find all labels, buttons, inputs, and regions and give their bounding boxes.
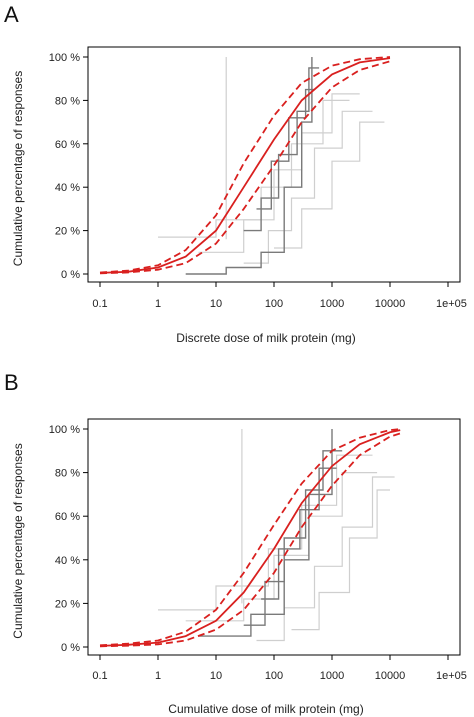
- panel-a-x-tick-label-2: 10: [210, 298, 222, 310]
- panel-letter-a: A: [4, 2, 19, 27]
- panel-b-y-axis-label: Cumulative percentage of responses: [11, 443, 25, 638]
- panel-b-study-light-step-3: [256, 476, 395, 642]
- panel-a-y-tick-label-3: 60 %: [55, 139, 80, 151]
- panel-a-y-tick-label-0: 0 %: [61, 269, 80, 281]
- panel-b-x-tick-label-4: 1000: [320, 670, 344, 682]
- panel-a-ci-upper-line: [99, 56, 391, 274]
- panel-a-x-tick-label-5: 10000: [375, 298, 406, 310]
- panel-b-x-tick-label-0: 0.1: [92, 670, 107, 682]
- panel-a-y-tick-label-2: 40 %: [55, 182, 80, 194]
- panel-b-ci-upper-line: [99, 428, 401, 647]
- panel-b-y-tick-label-1: 20 %: [55, 598, 80, 610]
- panel-a-study-dark-step-2: [256, 88, 315, 210]
- panel-a-y-axis-label: Cumulative percentage of responses: [11, 71, 25, 266]
- panel-b-y-tick-label-3: 60 %: [55, 511, 80, 523]
- chart-panel-b: 0 % 20 % 40 % 60 % 80 % 100 % 0.1 1 10 100 1000 100…: [11, 418, 467, 716]
- panel-b-ci-lower-line: [99, 432, 401, 648]
- panel-b-study-dark-step-1: [243, 450, 343, 626]
- panel-a-study-dark-step-0: [185, 57, 313, 275]
- panel-letter-b: B: [4, 370, 19, 395]
- panel-a-study-light-step-0: [158, 99, 350, 238]
- panel-a-study-dark-step-1: [243, 67, 320, 232]
- panel-a-x-tick-label-0: 0.1: [92, 298, 107, 310]
- panel-b-x-axis-label: Cumulative dose of milk protein (mg): [168, 702, 363, 716]
- panel-a-ci-lower-line: [99, 60, 391, 275]
- panel-a-y-tick-label-5: 100 %: [49, 52, 80, 64]
- panel-b-x-tick-label-2: 10: [210, 670, 222, 682]
- panel-a-x-tick-label-6: 1e+05: [436, 298, 467, 310]
- panel-b-y-tick-label-4: 80 %: [55, 468, 80, 480]
- panel-a-x-tick-label-3: 100: [265, 298, 283, 310]
- panel-b-study-light-step-2: [185, 472, 378, 622]
- panel-a-y-tick-label-4: 80 %: [55, 95, 80, 107]
- chart-panel-a: 0 % 20 % 40 % 60 % 80 % 100 % 0.1 1 10 100 1000 100…: [11, 46, 467, 345]
- panel-b-y-tick-label-2: 40 %: [55, 555, 80, 567]
- panel-a-y-tick-label-1: 20 %: [55, 226, 80, 238]
- panel-b-study-dark-step-2: [261, 467, 337, 600]
- panel-b-x-tick-label-3: 100: [265, 670, 283, 682]
- panel-b-x-tick-label-1: 1: [155, 670, 161, 682]
- panel-a-x-tick-label-4: 1000: [320, 298, 344, 310]
- panel-b-x-tick-label-5: 10000: [375, 670, 406, 682]
- panel-a-study-light-step-4: [274, 121, 385, 249]
- panel-b-y-tick-label-5: 100 %: [49, 424, 80, 436]
- panel-a-x-axis-label: Discrete dose of milk protein (mg): [176, 331, 355, 345]
- panel-b-plot-frame: [87, 418, 461, 656]
- panel-b-x-tick-label-6: 1e+05: [436, 670, 467, 682]
- panel-a-study-light-step-2: [198, 93, 360, 253]
- panel-b-y-tick-label-0: 0 %: [61, 642, 80, 654]
- panel-b-study-light-step-4: [291, 489, 390, 631]
- panel-a-study-light-step-3: [243, 110, 373, 264]
- panel-a-fitted-curve: [99, 57, 391, 274]
- panel-a-x-tick-label-1: 1: [155, 298, 161, 310]
- panel-b-fitted-curve: [99, 429, 401, 647]
